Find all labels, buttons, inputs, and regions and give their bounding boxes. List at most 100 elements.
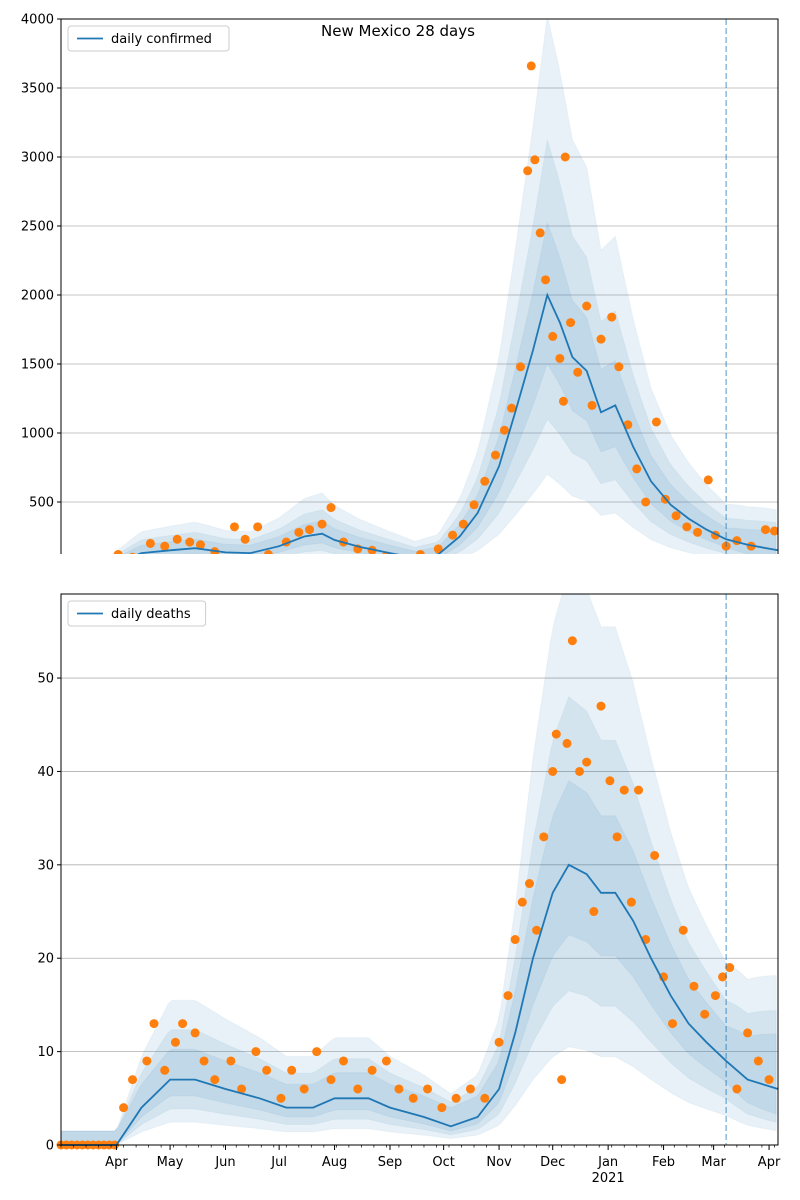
- observed-point-30: [494, 1037, 504, 1047]
- observed-point-33: [523, 166, 533, 176]
- deaths-panel: 0 10 20 30 40 50 Apr May Jun Jul Aug Sep Oct Nov Dec Ja…: [0, 554, 800, 1186]
- observed-point-7: [195, 540, 205, 550]
- uncertainty-band-2: [60, 780, 777, 1146]
- observed-point-31: [503, 991, 513, 1001]
- y-tick-label-3: 1500: [21, 358, 54, 373]
- observed-point-23: [394, 1084, 404, 1094]
- observed-point-47: [607, 312, 617, 322]
- observed-point-22: [381, 1056, 391, 1066]
- observed-point-10: [226, 1056, 236, 1066]
- observed-point-35: [530, 155, 540, 165]
- observed-point-35: [532, 925, 542, 935]
- observed-point-11: [253, 522, 263, 532]
- observed-point-8: [199, 1056, 209, 1066]
- observed-point-52: [651, 417, 661, 427]
- observed-point-14: [294, 527, 304, 537]
- observed-point-45: [587, 400, 597, 410]
- observed-point-20: [353, 1084, 363, 1094]
- observed-point-51: [641, 497, 651, 507]
- legend-box: [67, 25, 230, 52]
- legend-label: daily deaths: [111, 607, 191, 622]
- observed-point-15: [287, 1065, 297, 1075]
- right-mask: [778, 19, 800, 571]
- observed-point-34: [524, 879, 534, 889]
- observed-point-54: [668, 1019, 678, 1029]
- observed-point-63: [753, 1056, 763, 1066]
- observed-point-13: [262, 1065, 272, 1075]
- right-mask: [778, 594, 800, 1145]
- observed-point-9: [210, 1075, 220, 1085]
- observed-point-19: [339, 1056, 349, 1066]
- observed-point-34: [526, 61, 536, 71]
- y-tick-label-5: 2500: [21, 220, 54, 235]
- observed-point-32: [510, 935, 520, 945]
- observed-point-63: [769, 526, 779, 536]
- observed-point-48: [619, 785, 629, 795]
- observed-point-24: [433, 544, 443, 554]
- uncertainty-band-0: [60, 582, 777, 1146]
- observed-point-55: [682, 522, 692, 532]
- x-tick-label-9: Jan: [597, 1155, 618, 1170]
- observed-point-41: [560, 152, 570, 162]
- top-mask: [0, 0, 800, 19]
- observed-point-50: [634, 785, 644, 795]
- observed-point-38: [551, 729, 561, 739]
- observed-point-26: [458, 519, 468, 529]
- observed-point-38: [548, 331, 558, 341]
- observed-point-30: [499, 425, 509, 435]
- observed-point-59: [718, 972, 728, 982]
- observed-point-2: [142, 1056, 152, 1066]
- y-tick-label-2: 1000: [21, 427, 54, 442]
- y-tick-label-2: 20: [37, 952, 54, 967]
- top-mask: [0, 554, 800, 594]
- observed-point-46: [605, 776, 615, 786]
- observed-point-39: [557, 1075, 567, 1085]
- observed-point-41: [567, 636, 577, 646]
- x-tick-label-3: Jul: [270, 1155, 287, 1170]
- observed-point-5: [170, 1037, 180, 1047]
- y-tick-label-8: 4000: [21, 13, 54, 28]
- observed-point-29: [480, 1093, 490, 1103]
- observed-point-0: [119, 1103, 129, 1113]
- y-tick-label-5: 50: [37, 672, 54, 687]
- observed-point-37: [548, 766, 558, 776]
- observed-point-56: [693, 527, 703, 537]
- observed-point-7: [190, 1028, 200, 1038]
- observed-point-16: [299, 1084, 309, 1094]
- observed-point-5: [172, 534, 182, 544]
- x-tick-label-0: Apr: [105, 1155, 128, 1170]
- observed-point-1: [128, 1075, 138, 1085]
- observed-point-37: [541, 275, 551, 285]
- figure-title: New Mexico 28 days: [321, 22, 475, 40]
- observed-point-44: [582, 301, 592, 311]
- y-tick-label-1: 10: [37, 1045, 54, 1060]
- observed-point-17: [312, 1047, 322, 1057]
- y-tick-label-6: 3000: [21, 151, 54, 166]
- observed-point-28: [480, 476, 490, 486]
- x-tick-label-8: Dec: [540, 1155, 565, 1170]
- observed-point-21: [367, 1065, 377, 1075]
- observed-point-40: [562, 738, 572, 748]
- x-tick-label-11: Mar: [701, 1155, 726, 1170]
- observed-point-48: [614, 362, 624, 372]
- observed-point-42: [575, 766, 585, 776]
- observed-point-60: [725, 963, 735, 973]
- median-line: [61, 863, 779, 1146]
- observed-point-43: [573, 367, 583, 377]
- observed-point-3: [145, 538, 155, 548]
- y-tick-label-1: 500: [29, 496, 54, 511]
- observed-point-55: [678, 925, 688, 935]
- observed-point-26: [437, 1103, 447, 1113]
- uncertainty-band-1: [60, 695, 777, 1146]
- observed-point-24: [408, 1093, 418, 1103]
- x-tick-label-12: Apr: [758, 1155, 781, 1170]
- observed-point-42: [566, 318, 576, 328]
- observed-point-3: [149, 1019, 159, 1029]
- observed-point-10: [240, 534, 250, 544]
- observed-point-56: [689, 981, 699, 991]
- observed-point-29: [490, 450, 500, 460]
- x-tick-label-6: Oct: [432, 1155, 454, 1170]
- observed-point-64: [764, 1075, 774, 1085]
- observed-point-50: [632, 464, 642, 474]
